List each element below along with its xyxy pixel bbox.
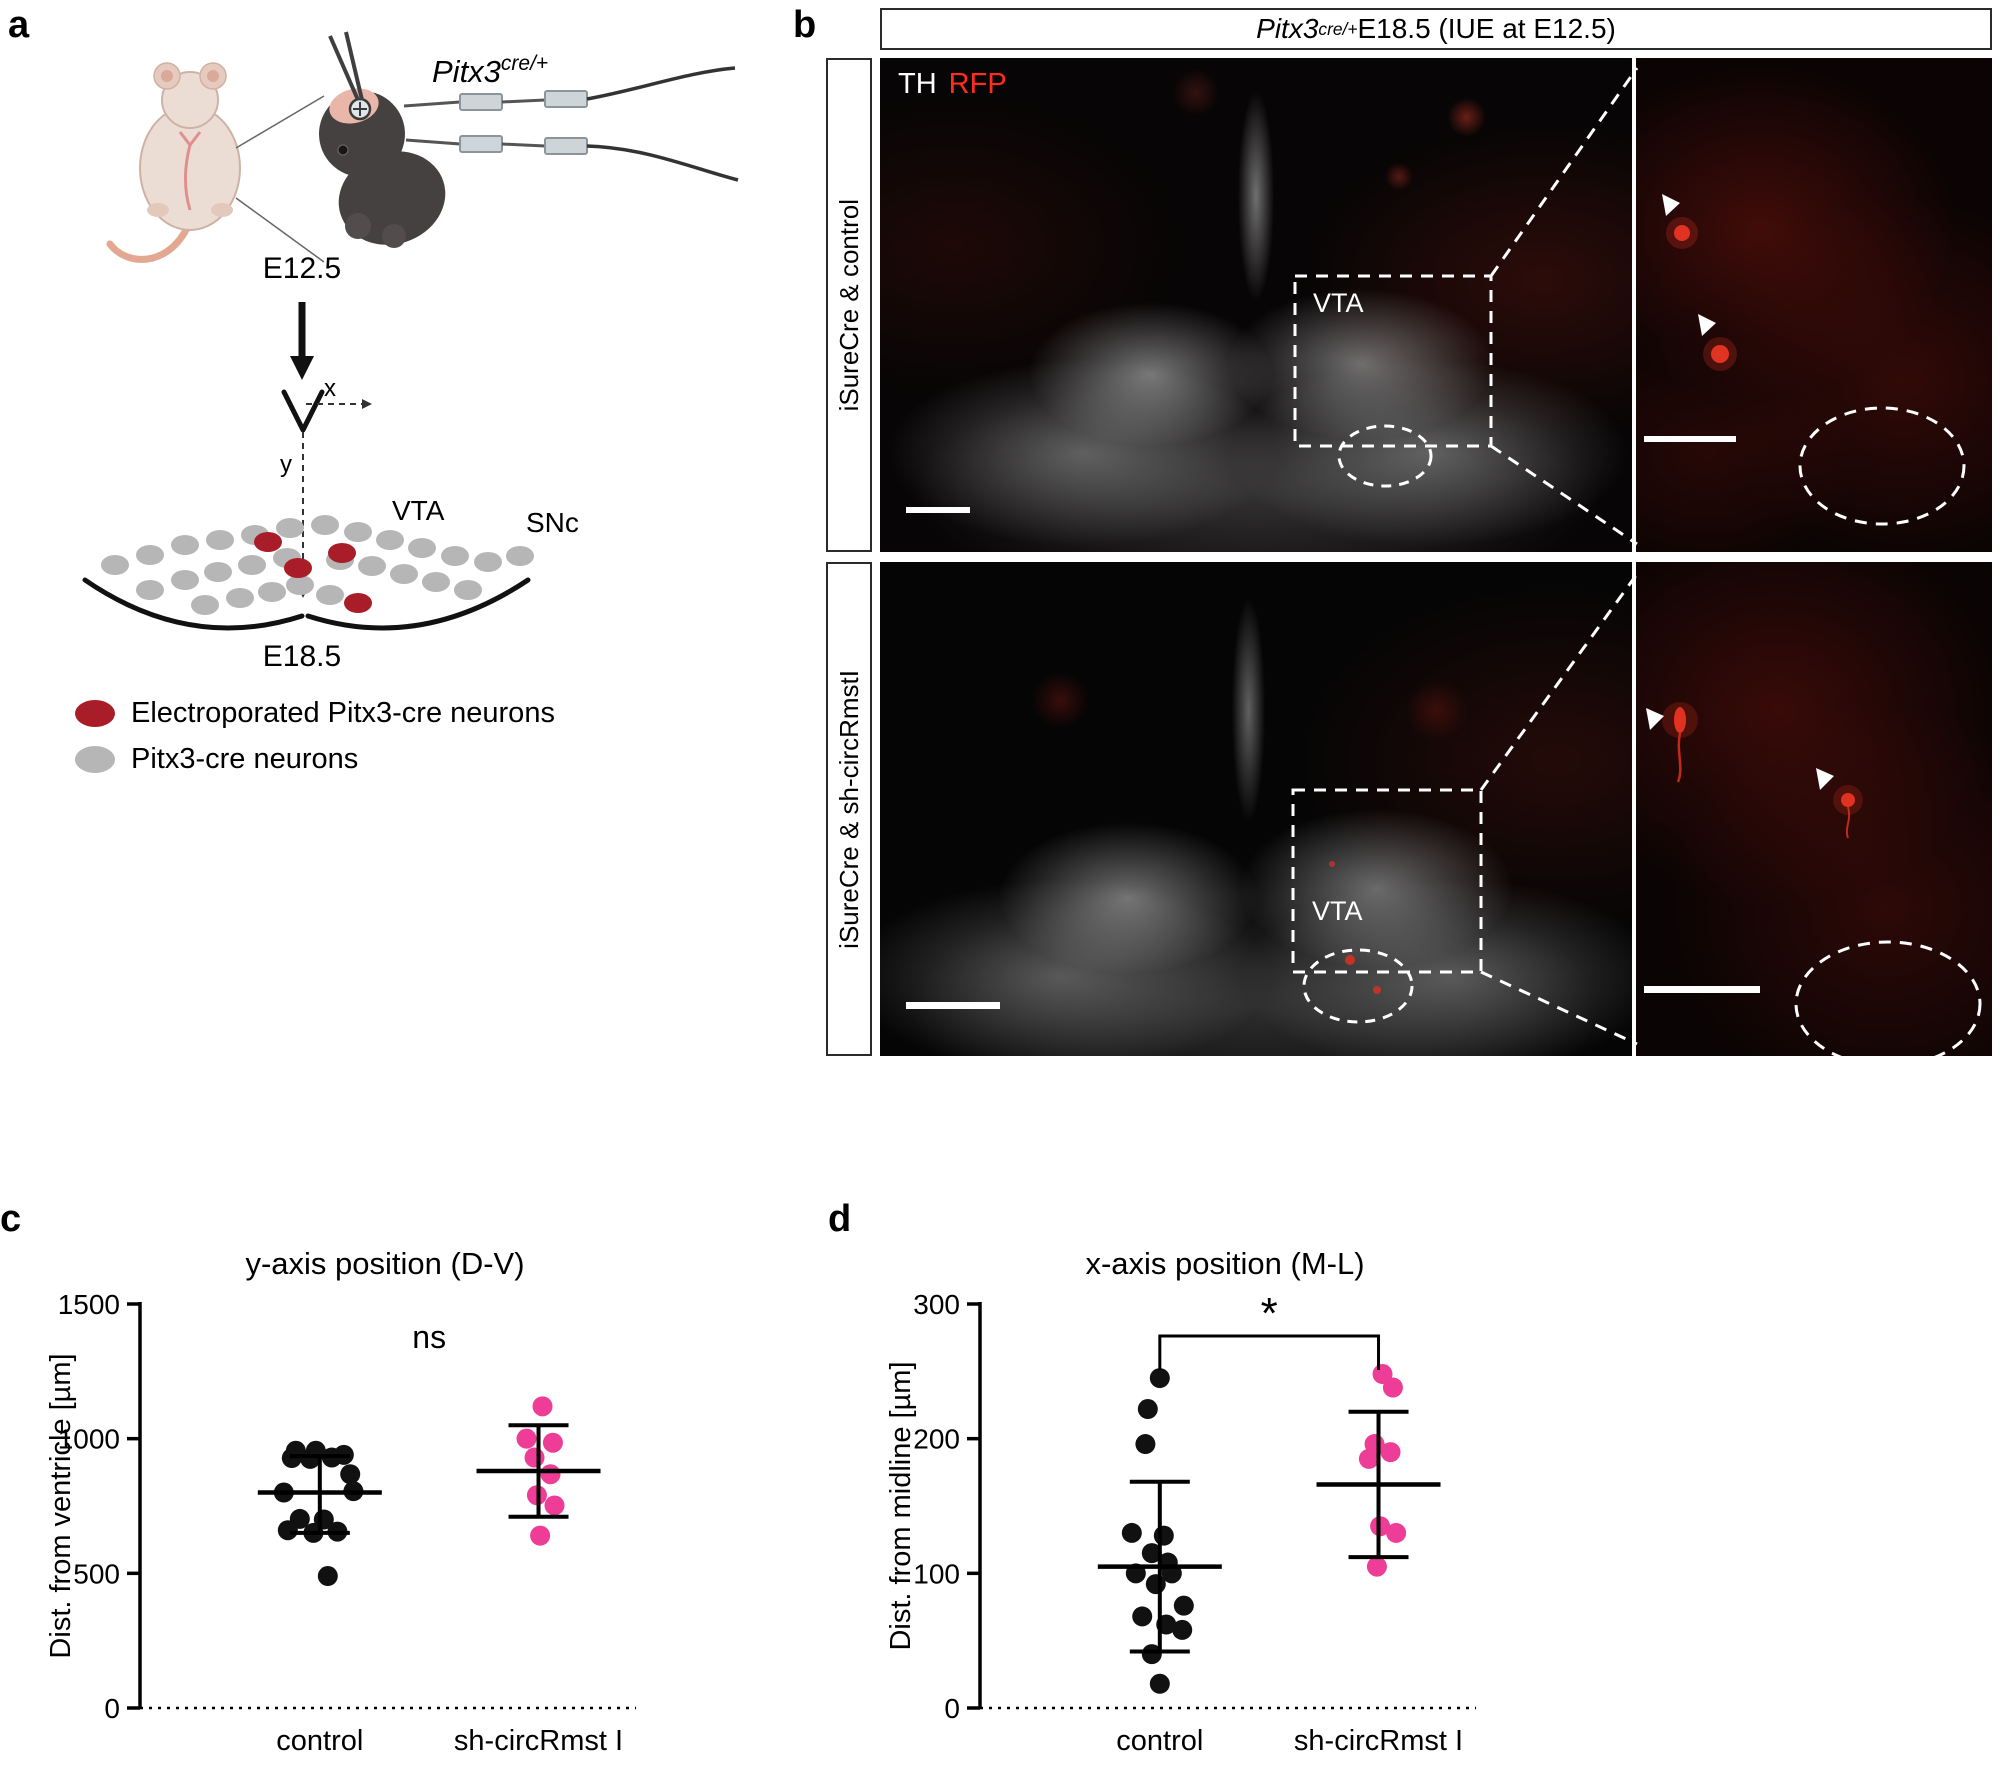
tweezer-icon	[344, 31, 364, 101]
rfp-label: RFP	[948, 68, 1007, 100]
x-axis-label: x	[324, 375, 336, 402]
x-axis-dashed-arrow	[306, 399, 372, 409]
ventricle-v-shape	[281, 389, 325, 433]
svg-text:sh-circRmst I: sh-circRmst I	[1294, 1725, 1463, 1757]
micrograph-sh-merged	[880, 562, 1632, 1056]
panel-a-letter: a	[8, 4, 30, 46]
svg-text:0: 0	[944, 1693, 960, 1724]
pitx3-neurons	[101, 515, 534, 615]
gray-oval-icon	[75, 745, 115, 773]
stage-e18-label: E18.5	[263, 640, 341, 673]
chart-d-plot: 0 100 200 300 Dist. from midline [µm] control…	[885, 1289, 1476, 1757]
genotype-label: Pitx3cre/+	[432, 52, 548, 89]
red-oval-icon	[75, 699, 115, 727]
svg-text:*: *	[1261, 1289, 1278, 1338]
th-label: TH	[898, 68, 937, 100]
svg-text:Dist. from midline [µm]: Dist. from midline [µm]	[885, 1361, 917, 1650]
row-label-control: iSureCre & control	[826, 58, 872, 552]
down-arrow-icon	[290, 302, 314, 380]
svg-text:0: 0	[104, 1693, 120, 1724]
svg-text:500: 500	[73, 1558, 120, 1589]
panel-a-schematic: Pitx3cre/+ E12.5 x y VTA SNc	[82, 31, 739, 673]
micrograph-sh-zoom	[1636, 562, 1992, 1056]
tweezer-icon	[328, 35, 360, 101]
svg-text:Dist. from ventricle [µm]: Dist. from ventricle [µm]	[45, 1353, 77, 1658]
embryo-illustration	[319, 31, 446, 248]
panel-c-letter: c	[0, 1198, 22, 1240]
ventral-surface-arc	[305, 577, 531, 631]
legend-item-electroporated: Electroporated Pitx3-cre neurons	[75, 690, 555, 736]
snc-label: SNc	[526, 507, 579, 538]
electrode-assembly	[403, 66, 739, 182]
svg-text:ns: ns	[412, 1319, 446, 1355]
svg-text:200: 200	[913, 1424, 960, 1455]
chart-c: y-axis position (D-V) 0 500 1000 1500 Dist. …	[40, 1242, 660, 1771]
legend-item-pitx3: Pitx3-cre neurons	[75, 736, 555, 782]
row-label-sh-circrmst: iSureCre & sh-circRmstI	[826, 562, 872, 1056]
svg-text:control: control	[276, 1725, 363, 1757]
stain-labels: TH RFP	[898, 68, 1007, 101]
svg-text:100: 100	[913, 1558, 960, 1589]
chart-c-plot: 0 500 1000 1500 Dist. from ventricle [µm] con…	[45, 1289, 636, 1757]
header-genotype-sup: cre/+	[1318, 18, 1358, 39]
electroporated-neurons	[254, 532, 372, 613]
adult-mouse-illustration	[106, 62, 241, 263]
svg-text:1000: 1000	[58, 1424, 120, 1455]
micrograph-control-zoom	[1636, 58, 1992, 552]
legend-label: Electroporated Pitx3-cre neurons	[131, 696, 555, 729]
panel-a-legend: Electroporated Pitx3-cre neurons Pitx3-c…	[75, 690, 555, 782]
panel-b-letter: b	[793, 4, 817, 46]
svg-text:300: 300	[913, 1289, 960, 1320]
header-genotype: Pitx3	[1256, 13, 1319, 44]
ventral-surface-arc	[82, 577, 305, 631]
svg-text:control: control	[1116, 1725, 1203, 1757]
zoom-wedge-line	[235, 197, 325, 263]
legend-label: Pitx3-cre neurons	[131, 742, 359, 775]
header-rest: E18.5 (IUE at E12.5)	[1357, 13, 1616, 44]
svg-text:sh-circRmst I: sh-circRmst I	[454, 1725, 623, 1757]
chart-d: x-axis position (M-L) 0 100 200 300 Dist. fr…	[880, 1242, 1500, 1771]
chart-d-title: x-axis position (M-L)	[1085, 1246, 1365, 1281]
micrograph-control-merged: TH RFP	[880, 58, 1632, 552]
panel-b-header: Pitx3 cre/+ E18.5 (IUE at E12.5)	[880, 8, 1992, 50]
chart-c-title: y-axis position (D-V)	[245, 1246, 525, 1281]
vta-label: VTA	[392, 495, 445, 526]
svg-text:1500: 1500	[58, 1289, 120, 1320]
stage-e12-label: E12.5	[263, 252, 341, 285]
zoom-wedge-line	[235, 95, 325, 149]
y-axis-label: y	[280, 451, 292, 478]
panel-d-letter: d	[828, 1198, 852, 1240]
